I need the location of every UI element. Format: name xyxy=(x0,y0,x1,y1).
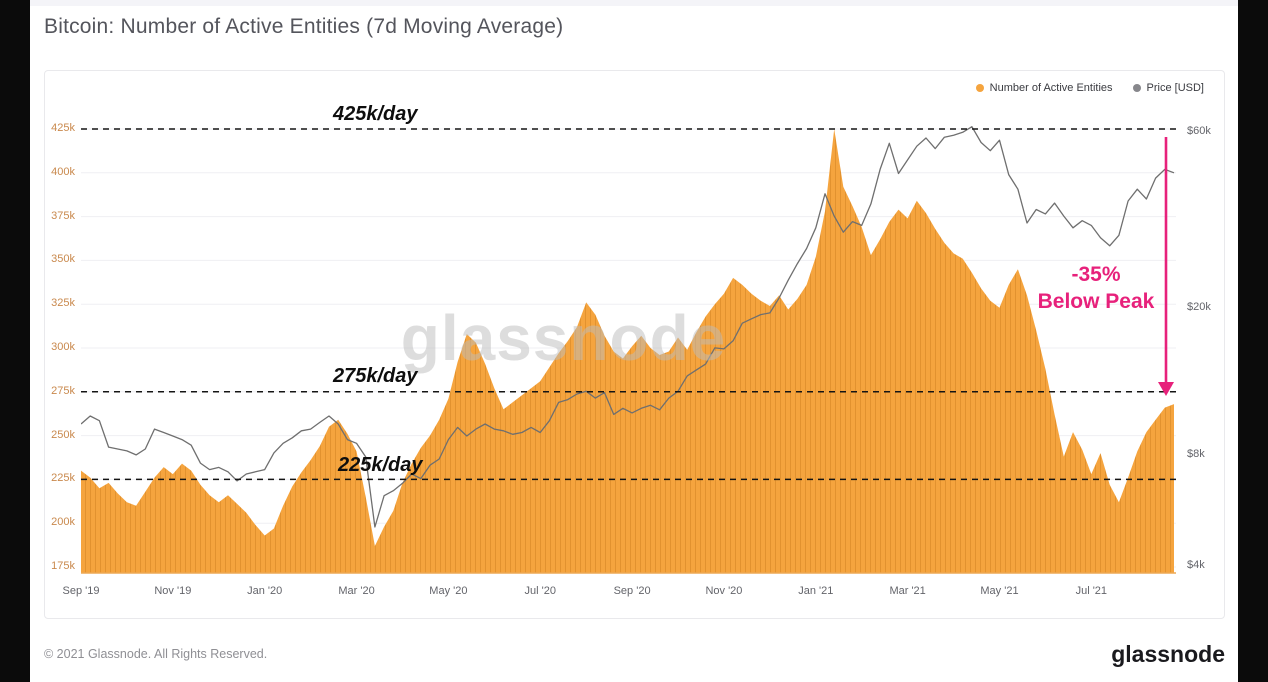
x-tick: May '20 xyxy=(429,585,468,597)
x-tick: Nov '20 xyxy=(705,585,743,597)
y-tick-left: 400k xyxy=(51,165,75,178)
top-strip xyxy=(30,0,1238,6)
y-tick-left: 350k xyxy=(51,253,75,266)
x-tick: Nov '19 xyxy=(154,585,192,597)
y-tick-left: 300k xyxy=(51,341,75,353)
page-title: Bitcoin: Number of Active Entities (7d M… xyxy=(44,15,564,38)
legend-item-entities[interactable]: Number of Active Entities xyxy=(975,82,1113,94)
y-tick-left: 200k xyxy=(51,516,75,529)
y-tick-left: 275k xyxy=(51,384,75,397)
y-tick-left: 175k xyxy=(51,560,75,572)
glassnode-logo: glassnode xyxy=(1111,640,1225,667)
price-line-series xyxy=(81,126,1175,528)
entities-area-series xyxy=(81,129,1174,573)
annotation-below-peak: -35% Below Peak xyxy=(1018,261,1174,316)
below-peak-line2: Below Peak xyxy=(1037,290,1155,314)
chart-legend: Number of Active Entities Price [USD] xyxy=(975,82,1204,94)
x-tick: Jan '21 xyxy=(798,585,834,597)
y-tick-right: $8k xyxy=(1187,447,1205,460)
annotation-225k-label: 225k/day xyxy=(338,454,423,476)
footer: © 2021 Glassnode. All Rights Reserved. g… xyxy=(44,637,1225,671)
y-tick-left: 425k xyxy=(51,122,75,134)
x-tick: Jan '20 xyxy=(247,585,283,597)
legend-label-entities: Number of Active Entities xyxy=(989,82,1113,94)
x-tick: Sep '19 xyxy=(62,585,100,597)
x-tick: Mar '21 xyxy=(889,585,926,597)
legend-dot-price-icon xyxy=(1132,84,1141,92)
y-tick-left: 250k xyxy=(51,428,75,441)
x-tick: Jul '20 xyxy=(524,585,556,597)
x-tick: Mar '20 xyxy=(338,585,375,597)
page: Bitcoin: Number of Active Entities (7d M… xyxy=(30,0,1238,682)
annotation-275k-label: 275k/day xyxy=(333,365,418,387)
y-tick-left: 375k xyxy=(51,209,75,222)
y-tick-right: $20k xyxy=(1187,301,1211,314)
x-tick: Jul '21 xyxy=(1075,585,1108,597)
legend-item-price[interactable]: Price [USD] xyxy=(1132,82,1204,94)
below-peak-line1: -35% xyxy=(1071,263,1121,286)
x-tick: May '21 xyxy=(980,585,1019,597)
drop-arrow-head-icon xyxy=(1158,382,1174,397)
y-tick-right: $60k xyxy=(1187,125,1211,137)
legend-dot-entities-icon xyxy=(975,84,984,92)
x-tick: Sep '20 xyxy=(613,585,651,597)
copyright-text: © 2021 Glassnode. All Rights Reserved. xyxy=(44,647,268,661)
y-tick-left: 325k xyxy=(51,297,75,310)
legend-label-price: Price [USD] xyxy=(1146,82,1204,94)
chart-card: Number of Active Entities Price [USD] gl… xyxy=(44,70,1225,619)
plot-area: glassnode 425k/day 275k/day 225k/day -35… xyxy=(81,101,1176,579)
annotation-425k-label: 425k/day xyxy=(333,103,418,125)
y-tick-right: $4k xyxy=(1187,558,1205,571)
y-tick-left: 225k xyxy=(51,472,75,485)
chart-canvas xyxy=(81,126,1176,574)
